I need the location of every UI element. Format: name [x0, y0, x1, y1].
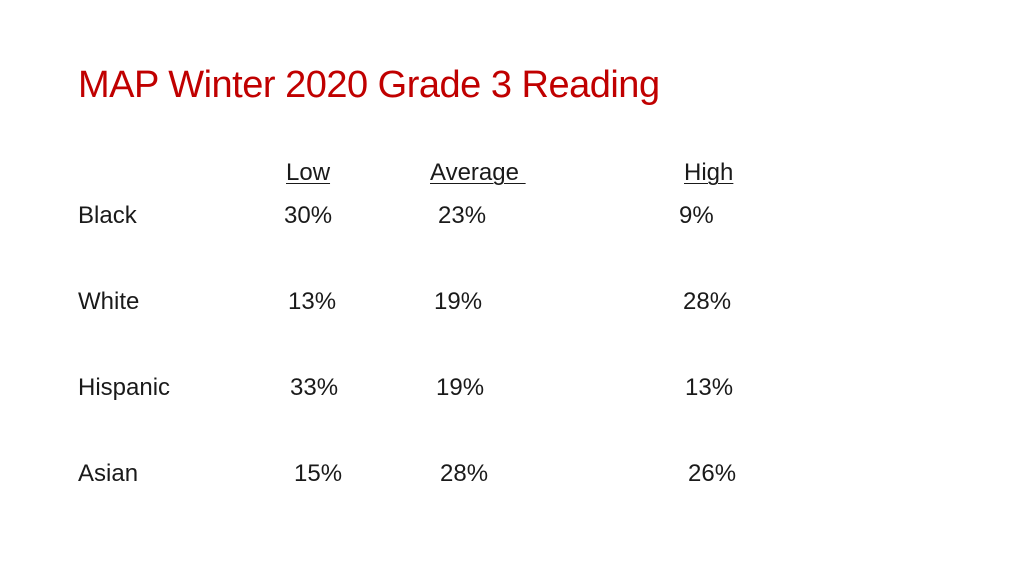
cell-asian-low: 15% — [294, 460, 343, 487]
column-header-high: High — [684, 159, 734, 186]
column-header-low: Low — [286, 159, 331, 186]
cell-white-high: 28% — [683, 288, 732, 315]
row-label-asian: Asian — [78, 460, 139, 487]
cell-black-average: 23% — [438, 202, 487, 229]
cell-white-average: 19% — [434, 288, 483, 315]
cell-hispanic-low: 33% — [290, 374, 339, 401]
cell-asian-average: 28% — [440, 460, 489, 487]
cell-asian-high: 26% — [688, 460, 737, 487]
column-header-average: Average — [430, 159, 526, 186]
row-label-black: Black — [78, 202, 137, 229]
cell-hispanic-average: 19% — [436, 374, 485, 401]
cell-black-low: 30% — [284, 202, 333, 229]
cell-hispanic-high: 13% — [685, 374, 734, 401]
slide-title: MAP Winter 2020 Grade 3 Reading — [78, 64, 660, 106]
cell-white-low: 13% — [288, 288, 337, 315]
row-label-hispanic: Hispanic — [78, 374, 171, 401]
cell-black-high: 9% — [679, 202, 714, 229]
row-label-white: White — [78, 288, 140, 315]
